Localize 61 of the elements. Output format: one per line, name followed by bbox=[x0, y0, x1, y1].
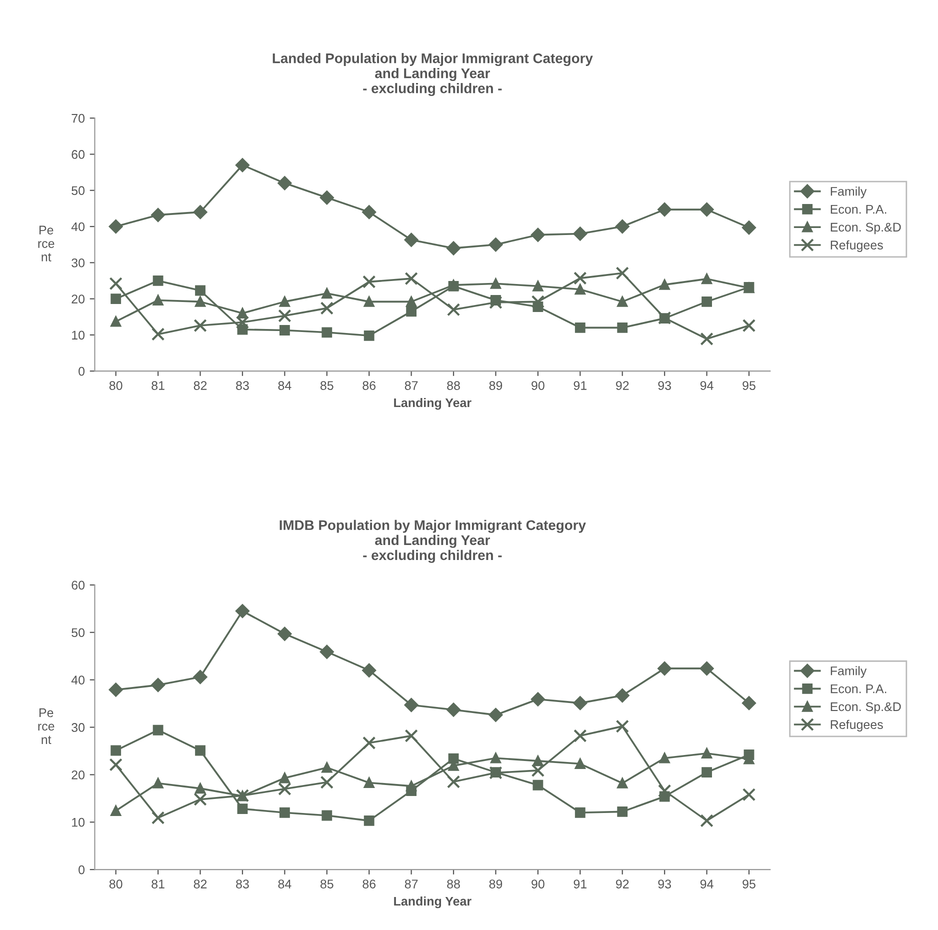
x-tick-label: 90 bbox=[532, 381, 544, 390]
legend-label: Refugees bbox=[830, 240, 883, 252]
x-tick-label: 91 bbox=[574, 880, 586, 888]
x-tick-label: 86 bbox=[362, 880, 376, 888]
y-tick-label: 30 bbox=[72, 258, 85, 268]
x-tick-label: 92 bbox=[616, 880, 629, 888]
x-tick-label: 94 bbox=[700, 880, 714, 888]
x-tick-label: 81 bbox=[152, 880, 164, 888]
x-tick-label: 80 bbox=[109, 880, 122, 888]
x-tick-label: 93 bbox=[658, 880, 671, 888]
x-tick-label: 87 bbox=[404, 381, 418, 390]
chart-title: Landed Population by Major Immigrant Category and Landing Year - excluding children - bbox=[272, 53, 593, 96]
x-axis-title: Landing Year bbox=[394, 896, 472, 908]
x-axis-title: Landing Year bbox=[394, 398, 472, 410]
y-axis-title: Pe rce nt bbox=[38, 226, 54, 262]
x-tick-label: 89 bbox=[489, 381, 502, 390]
x-tick-label: 85 bbox=[320, 381, 334, 390]
x-tick-label: 84 bbox=[278, 880, 292, 888]
x-tick-label: 82 bbox=[194, 381, 207, 390]
legend-label: Econ. Sp.&D bbox=[830, 702, 901, 714]
x-tick-label: 80 bbox=[109, 381, 122, 390]
legend-label: Econ. Sp.&D bbox=[830, 222, 901, 234]
y-tick-label: 60 bbox=[72, 150, 85, 159]
x-tick-label: 92 bbox=[616, 381, 629, 390]
x-tick-label: 86 bbox=[362, 381, 376, 390]
y-tick-label: 20 bbox=[72, 770, 85, 780]
y-tick-label: 50 bbox=[72, 186, 85, 196]
x-tick-label: 91 bbox=[574, 381, 586, 390]
legend-label: Family bbox=[830, 186, 867, 198]
y-tick-label: 50 bbox=[72, 628, 85, 638]
legend-label: Family bbox=[830, 666, 867, 678]
legend-label: Econ. P.A. bbox=[830, 204, 886, 214]
y-tick-label: 10 bbox=[72, 330, 85, 340]
x-tick-label: 95 bbox=[742, 880, 756, 888]
chart-title: IMDB Population by Major Immigrant Category and Landing Year - excluding children - bbox=[280, 520, 586, 563]
x-tick-label: 83 bbox=[236, 880, 249, 888]
x-tick-label: 87 bbox=[404, 880, 418, 888]
x-tick-label: 89 bbox=[489, 880, 502, 888]
y-tick-label: 20 bbox=[72, 294, 85, 304]
x-tick-label: 93 bbox=[658, 381, 671, 390]
x-tick-label: 82 bbox=[194, 880, 207, 888]
y-tick-label: 0 bbox=[78, 366, 85, 376]
y-tick-label: 30 bbox=[72, 723, 85, 732]
y-tick-label: 40 bbox=[71, 676, 85, 684]
x-tick-label: 81 bbox=[152, 381, 164, 390]
x-tick-label: 88 bbox=[447, 381, 460, 390]
x-tick-label: 83 bbox=[236, 381, 249, 390]
legend-label: Refugees bbox=[830, 720, 883, 732]
y-axis-title: Pe rce nt bbox=[38, 708, 54, 744]
y-tick-label: 0 bbox=[78, 865, 85, 874]
legend-label: Econ. P.A. bbox=[830, 684, 886, 694]
x-tick-label: 90 bbox=[532, 880, 544, 888]
x-tick-label: 85 bbox=[320, 880, 334, 888]
y-tick-label: 10 bbox=[72, 818, 85, 827]
x-tick-label: 94 bbox=[700, 381, 714, 390]
y-tick-label: 70 bbox=[72, 114, 85, 123]
y-tick-label: 40 bbox=[71, 222, 85, 232]
y-tick-label: 60 bbox=[72, 580, 85, 590]
x-tick-label: 88 bbox=[447, 880, 460, 888]
x-tick-label: 84 bbox=[278, 381, 292, 390]
x-tick-label: 95 bbox=[742, 381, 756, 390]
